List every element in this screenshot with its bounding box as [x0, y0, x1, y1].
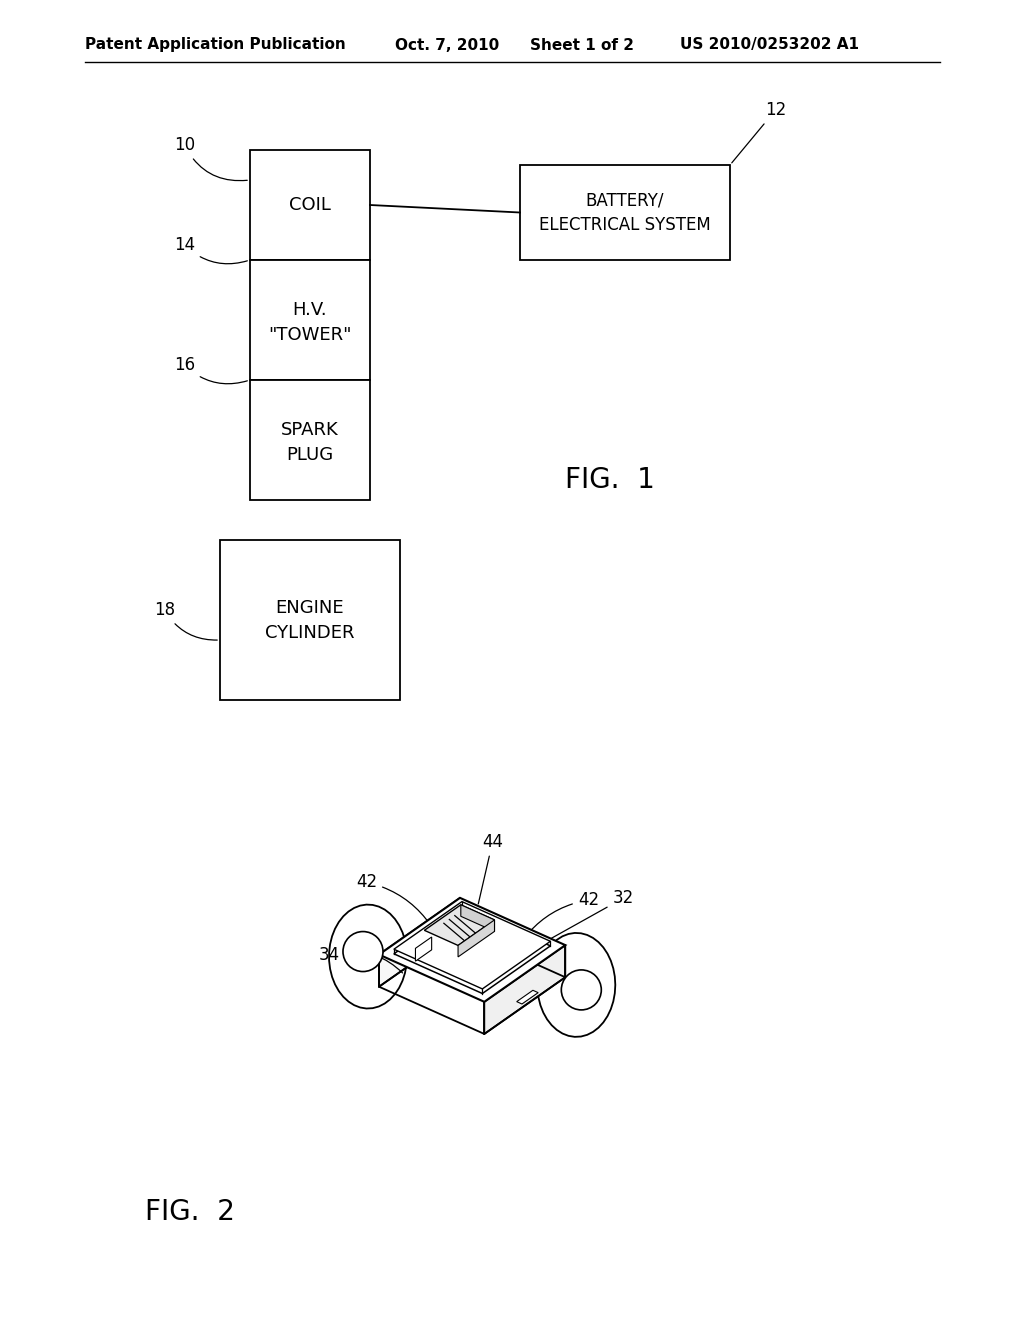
Polygon shape: [484, 945, 565, 1034]
Polygon shape: [394, 907, 550, 994]
Polygon shape: [424, 904, 495, 945]
Polygon shape: [517, 990, 539, 1005]
Bar: [220, 540, 400, 700]
Text: 10: 10: [174, 136, 247, 181]
Text: 12: 12: [732, 102, 786, 162]
Text: SPARK: SPARK: [282, 421, 339, 440]
Text: PLUG: PLUG: [287, 446, 334, 465]
Text: ELECTRICAL SYSTEM: ELECTRICAL SYSTEM: [539, 215, 711, 234]
Text: 16: 16: [174, 356, 248, 384]
Polygon shape: [461, 904, 495, 932]
Bar: [250, 380, 370, 500]
Text: H.V.: H.V.: [293, 301, 328, 319]
Text: FIG.  2: FIG. 2: [145, 1199, 234, 1226]
Bar: [250, 150, 370, 260]
Text: 42: 42: [356, 874, 430, 925]
Bar: [520, 165, 730, 260]
Polygon shape: [458, 920, 495, 957]
Text: 42: 42: [524, 891, 599, 937]
Text: 32: 32: [545, 890, 634, 942]
Circle shape: [343, 932, 383, 972]
Bar: [250, 260, 370, 380]
Text: COIL: COIL: [289, 195, 331, 214]
Polygon shape: [379, 898, 565, 1002]
Text: 18: 18: [154, 601, 217, 640]
Polygon shape: [416, 937, 432, 961]
Polygon shape: [538, 933, 615, 1038]
Polygon shape: [329, 904, 407, 1008]
Text: 44: 44: [478, 833, 503, 904]
Text: Oct. 7, 2010: Oct. 7, 2010: [395, 37, 500, 53]
Text: Sheet 1 of 2: Sheet 1 of 2: [530, 37, 634, 53]
Text: "TOWER": "TOWER": [268, 326, 352, 345]
Text: US 2010/0253202 A1: US 2010/0253202 A1: [680, 37, 859, 53]
Text: BATTERY/: BATTERY/: [586, 191, 665, 210]
Text: 34: 34: [318, 946, 402, 973]
Text: ENGINE: ENGINE: [275, 599, 344, 616]
Circle shape: [561, 970, 601, 1010]
Text: FIG.  1: FIG. 1: [565, 466, 655, 494]
Polygon shape: [394, 902, 550, 989]
Text: 14: 14: [174, 236, 248, 264]
Polygon shape: [379, 898, 460, 987]
Text: Patent Application Publication: Patent Application Publication: [85, 37, 346, 53]
Text: CYLINDER: CYLINDER: [265, 624, 354, 642]
